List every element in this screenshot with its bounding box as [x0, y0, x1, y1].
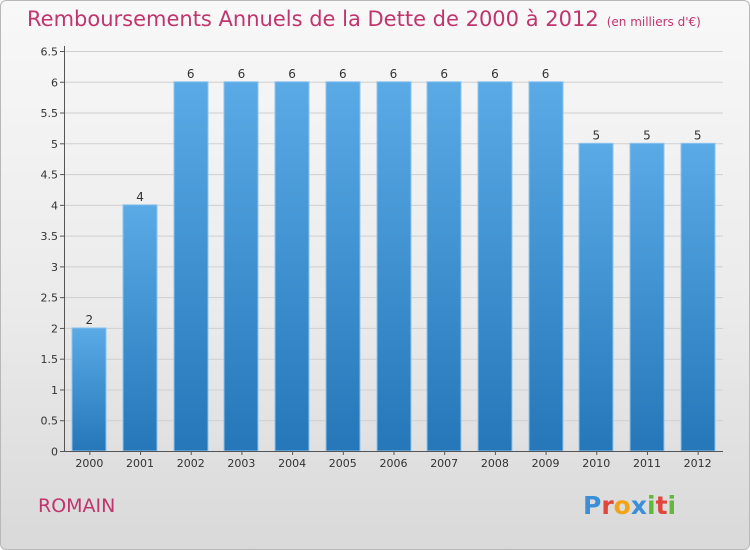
bar-value-label: 6	[491, 67, 499, 81]
bar	[426, 81, 462, 452]
y-tick-label: 6.5	[41, 46, 59, 59]
bar-value-label: 2	[86, 313, 94, 327]
bar	[528, 81, 564, 452]
y-tick-label: 4.5	[41, 169, 59, 182]
bar	[223, 81, 259, 452]
bar-value-label: 6	[288, 67, 296, 81]
bar-value-label: 6	[187, 67, 195, 81]
proxiti-logo: Proxiti	[583, 491, 676, 520]
logo-letter: P	[583, 491, 602, 520]
y-tick-label: 2	[51, 322, 58, 335]
x-tick-label: 2003	[227, 457, 255, 470]
y-tick-label: 2.5	[41, 292, 59, 305]
chart-unit-note: (en milliers d'€)	[606, 15, 701, 29]
y-tick-label: 1	[51, 384, 58, 397]
bar	[477, 81, 513, 452]
logo-letter: x	[630, 491, 647, 520]
x-tick-label: 2000	[75, 457, 103, 470]
x-tick-label: 2010	[582, 457, 610, 470]
commune-name: ROMAIN	[38, 495, 116, 517]
x-tick-label: 2007	[430, 457, 458, 470]
logo-letter: i	[667, 491, 677, 520]
x-tick-label: 2009	[532, 457, 560, 470]
bar-value-label: 6	[390, 67, 398, 81]
bar-value-label: 5	[694, 128, 702, 142]
bars	[71, 81, 716, 452]
y-tick-label: 6	[51, 76, 58, 89]
logo-letter: o	[613, 491, 631, 520]
labels: 0 0.5 1 1.5 2 2.5 3 3.5 4 4.5 5 5.5 6 6.5 2 2000 4 2001 6 2…	[41, 46, 712, 471]
bar-value-label: 5	[643, 128, 651, 142]
chart-title-main: Remboursements Annuels de la Dette de 20…	[27, 7, 599, 31]
bar	[122, 204, 158, 452]
logo-letter: r	[601, 491, 614, 520]
x-tick-label: 2008	[481, 457, 509, 470]
bar	[173, 81, 209, 452]
bar	[376, 81, 412, 452]
y-tick-label: 3	[51, 261, 58, 274]
bar	[71, 327, 107, 452]
x-tick-label: 2006	[380, 457, 408, 470]
y-tick-label: 3.5	[41, 230, 59, 243]
x-tick-label: 2002	[177, 457, 205, 470]
chart-title: Remboursements Annuels de la Dette de 20…	[27, 7, 701, 31]
bar-value-label: 6	[542, 67, 550, 81]
x-tick-label: 2005	[329, 457, 357, 470]
x-tick-label: 2012	[684, 457, 712, 470]
y-tick-label: 0.5	[41, 415, 59, 428]
axes	[60, 46, 723, 455]
bar	[578, 142, 614, 452]
bar	[325, 81, 361, 452]
y-tick-label: 4	[51, 199, 58, 212]
x-tick-label: 2001	[126, 457, 154, 470]
y-tick-label: 0	[51, 446, 58, 459]
bar-value-label: 6	[440, 67, 448, 81]
bar-value-label: 6	[238, 67, 246, 81]
bar-value-label: 5	[592, 128, 600, 142]
bar	[680, 142, 716, 452]
bar-value-label: 6	[339, 67, 347, 81]
logo-letter: i	[647, 491, 656, 520]
y-tick-label: 5.5	[41, 107, 59, 120]
x-tick-label: 2004	[278, 457, 306, 470]
logo-letter: t	[655, 491, 668, 520]
y-tick-label: 5	[51, 138, 58, 151]
bar	[629, 142, 665, 452]
y-tick-label: 1.5	[41, 353, 59, 366]
x-tick-label: 2011	[633, 457, 661, 470]
bar-value-label: 4	[136, 190, 144, 204]
bar	[274, 81, 310, 452]
